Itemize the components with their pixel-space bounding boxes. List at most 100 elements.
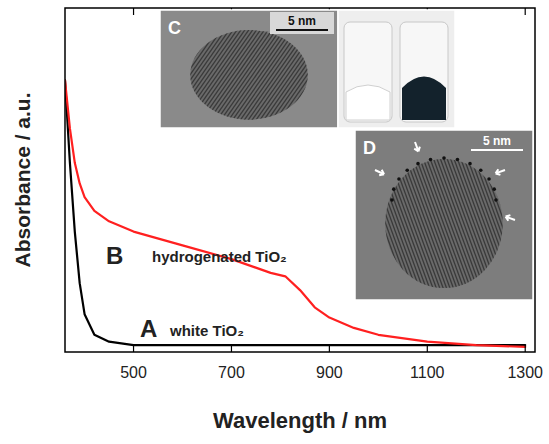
lattice-fringe <box>197 10 338 128</box>
lattice-fringe <box>355 130 357 300</box>
lattice-fringe <box>384 130 533 300</box>
inset-letter: C <box>168 18 181 38</box>
chart: 50070090011001300Wavelength / nmAbsorban… <box>0 0 549 444</box>
lattice-fringe <box>194 10 338 128</box>
lattice-fringe <box>187 10 338 128</box>
lattice-fringe <box>363 130 533 300</box>
lattice-fringe <box>168 10 338 128</box>
lattice-fringe <box>366 130 533 300</box>
lattice-fringe <box>355 130 426 300</box>
lattice-fringe <box>435 130 533 300</box>
lattice-fringe <box>160 10 164 84</box>
lattice-fringe <box>160 10 162 82</box>
curve-letter: B <box>106 242 123 269</box>
lattice-fringe <box>369 130 533 300</box>
black-powder <box>402 77 446 121</box>
lattice-fringe <box>160 10 338 128</box>
lattice-fringe <box>355 130 522 300</box>
lattice-fringe <box>202 10 338 128</box>
lattice-fringe <box>355 130 402 300</box>
lattice-fringe <box>417 130 533 300</box>
curve-name: white TiO₂ <box>169 322 244 339</box>
vial <box>400 22 448 122</box>
lattice-fringe <box>378 130 533 300</box>
lattice-fringe <box>176 10 338 128</box>
scale-bar <box>471 149 523 151</box>
lattice-fringe <box>372 130 533 300</box>
disorder-outline <box>479 169 483 173</box>
lattice-fringe <box>160 10 332 128</box>
photo-frame <box>338 10 455 128</box>
lattice-fringe <box>355 130 363 300</box>
lattice-fringe <box>179 10 338 128</box>
lattice-fringe <box>200 10 338 128</box>
white-powder <box>346 85 390 120</box>
scale-bar <box>276 29 328 31</box>
lattice-fringe <box>160 10 193 104</box>
lattice-fringe <box>218 10 338 128</box>
lattice-fringe <box>357 130 531 300</box>
arrow <box>495 167 506 176</box>
lattice-fringe <box>355 130 360 300</box>
vial <box>344 22 392 122</box>
lattice-fringe <box>210 10 338 128</box>
lattice-fringe <box>160 10 338 128</box>
lattice-fringe <box>160 10 190 102</box>
lattice-fringe <box>408 130 533 300</box>
lattice-fringe <box>411 130 533 300</box>
disorder-outline <box>442 156 446 160</box>
x-tick-label: 1300 <box>507 364 543 381</box>
lattice-fringe <box>160 10 201 109</box>
lattice-fringe <box>402 130 533 300</box>
x-axis-title: Wavelength / nm <box>213 408 387 433</box>
lattice-fringe <box>160 10 183 96</box>
lattice-fringe <box>360 130 533 300</box>
disorder-outline <box>397 177 401 181</box>
lattice-fringe <box>160 10 196 106</box>
lattice-fringe <box>355 130 387 300</box>
lattice-fringe <box>375 130 533 300</box>
lattice-fringe <box>215 10 338 128</box>
lattice-fringe <box>160 10 167 85</box>
y-axis-title: Absorbance / a.u. <box>11 92 34 267</box>
lattice-fringe <box>355 130 393 300</box>
lattice-fringe <box>423 130 533 300</box>
x-tick <box>525 345 526 352</box>
x-tick-label: 700 <box>218 364 245 381</box>
lattice-fringe <box>432 130 533 300</box>
lattice-fringe <box>355 130 378 300</box>
lattice-fringe <box>160 10 204 111</box>
disorder-outline <box>405 169 409 173</box>
lattice-fringe <box>160 10 338 128</box>
lattice-fringe <box>381 130 533 300</box>
disorder-outline <box>456 158 460 162</box>
lattice-fringe <box>355 130 384 300</box>
lattice-fringe <box>393 130 533 300</box>
x-tick <box>231 345 232 352</box>
lattice-fringe <box>160 10 188 100</box>
disorder-outline <box>487 177 491 181</box>
curve-letter: A <box>140 315 157 342</box>
lattice-fringe <box>355 130 462 300</box>
x-tick <box>329 345 330 352</box>
x-tick <box>525 8 526 15</box>
lattice-fringe <box>160 10 338 128</box>
disorder-outline <box>494 198 498 202</box>
lattice-fringe <box>414 130 533 300</box>
photo <box>338 10 455 128</box>
lattice-fringe <box>399 130 533 300</box>
arrow <box>412 141 421 152</box>
lattice-fringe <box>420 130 533 300</box>
scale-bar-patch <box>270 12 334 34</box>
x-tick-label: 900 <box>316 364 343 381</box>
lattice-fringe <box>355 130 390 300</box>
disorder-outline <box>468 162 472 166</box>
x-tick-label: 500 <box>120 364 147 381</box>
scale-bar-label: 5 nm <box>288 14 316 28</box>
arrow <box>374 167 386 177</box>
lattice-fringe <box>189 10 338 128</box>
lattice-fringe <box>160 10 185 98</box>
inset-letter: D <box>363 138 376 158</box>
lattice-fringe <box>160 10 219 122</box>
tem-image <box>0 0 549 444</box>
